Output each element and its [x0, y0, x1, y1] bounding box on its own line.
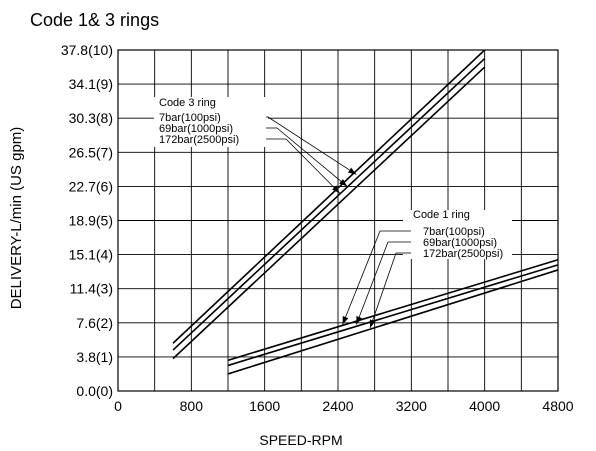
arrow-head [369, 319, 376, 328]
tick-labels: 0 800 1600 2400 3200 4000 4800 0.0(0) 3.8(1) 7.6(… [61, 42, 574, 414]
series-line [172, 57, 486, 351]
grid [117, 49, 559, 392]
x-tick-label: 4800 [542, 398, 573, 414]
annotation-group-label: Code 3 ring [159, 97, 216, 109]
annotation-group-label: Code 1 ring [413, 209, 470, 221]
arrow-head [347, 167, 357, 175]
x-tick-label: 0 [114, 398, 122, 414]
annotation-series-label: 69bar(1000psi) [423, 237, 497, 249]
annotation-series-label: 172bar(2500psi) [423, 248, 503, 260]
x-tick-label: 1600 [249, 398, 280, 414]
y-tick-label: 3.8(1) [76, 349, 113, 365]
leader-line [267, 116, 357, 175]
leader-line [369, 252, 397, 329]
annotation-series-label: 7bar(100psi) [159, 112, 221, 124]
y-tick-label: 15.1(4) [69, 247, 113, 263]
x-tick-label: 4000 [469, 398, 500, 414]
arrow-head [339, 178, 348, 187]
y-tick-label: 22.7(6) [69, 178, 113, 194]
chart-title: Code 1& 3 rings [30, 10, 159, 30]
annotation-box [403, 210, 512, 259]
y-tick-label: 11.4(3) [70, 281, 113, 297]
x-tick-label: 800 [180, 398, 204, 414]
leader-line [276, 127, 348, 187]
y-tick-label: 18.9(5) [69, 213, 113, 229]
x-tick-label: 3200 [396, 398, 427, 414]
x-axis-label: SPEED-RPM [259, 432, 342, 448]
y-tick-label: 7.6(2) [76, 315, 113, 331]
annotation-series-label: 7bar(100psi) [423, 226, 485, 238]
y-axis-label: DELIVERY-L/min (US gpm) [8, 127, 25, 310]
y-tick-label: 0.0(0) [76, 383, 113, 399]
annotations: Code 3 ring7bar(100psi)69bar(1000psi)172… [154, 97, 512, 329]
series-line [227, 264, 559, 367]
y-tick-label: 30.3(8) [69, 110, 113, 126]
annotation-series-label: 172bar(2500psi) [159, 134, 239, 146]
series-line [227, 269, 559, 375]
y-tick-label: 37.8(10) [61, 42, 113, 58]
series-line [172, 49, 486, 344]
leader-line [355, 241, 389, 325]
x-tick-label: 2400 [322, 398, 353, 414]
leader-line [342, 230, 381, 325]
y-tick-label: 34.1(9) [69, 76, 113, 92]
arrow-head [342, 315, 349, 325]
arrow-head [356, 315, 363, 325]
arrow-head [332, 185, 340, 194]
y-tick-label: 26.5(7) [69, 144, 113, 160]
annotation-series-label: 69bar(1000psi) [159, 123, 233, 135]
leader-line [285, 138, 341, 194]
annotation-box [154, 97, 268, 147]
series-lines [172, 49, 559, 375]
series-line [227, 258, 559, 362]
series-line [172, 66, 486, 360]
